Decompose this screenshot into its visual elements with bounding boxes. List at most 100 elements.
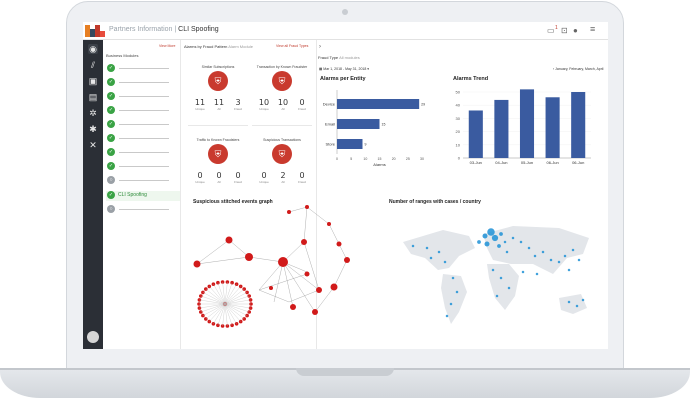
data-label: 29 bbox=[421, 103, 425, 107]
pending-icon: ○ bbox=[107, 176, 115, 184]
graph-edge bbox=[224, 303, 237, 324]
module-item[interactable]: ✓ bbox=[106, 120, 180, 129]
check-icon: ✓ bbox=[107, 120, 115, 128]
settings-icon[interactable]: ✱ bbox=[89, 124, 97, 134]
pending-icon: ○ bbox=[107, 205, 115, 213]
module-item[interactable]: ○ bbox=[106, 205, 180, 214]
modules-title: Business Modules bbox=[106, 53, 139, 58]
map-marker bbox=[533, 254, 537, 258]
gear-icon[interactable]: ✲ bbox=[89, 108, 97, 118]
stat-value: 3 bbox=[235, 98, 241, 107]
chevron-right-icon[interactable]: › bbox=[319, 44, 321, 50]
graph-edge bbox=[224, 281, 228, 305]
graph-edge bbox=[224, 284, 237, 305]
lock-icon[interactable]: ⊡ bbox=[561, 26, 568, 35]
alarms-per-entity-chart: Device 29 Email 15 Store 9 0 5 10 15 20 25 30 Alarms bbox=[323, 90, 425, 167]
module-item[interactable]: ✓ bbox=[106, 106, 180, 115]
tools-icon[interactable]: ✕ bbox=[89, 140, 97, 150]
bar-store bbox=[337, 139, 363, 149]
category-label: Device bbox=[323, 102, 336, 107]
user-avatar[interactable] bbox=[87, 331, 99, 343]
check-icon: ✓ bbox=[107, 191, 115, 199]
alarms-trend-title: Alarms Trend bbox=[453, 76, 489, 82]
card-stat: 2 All bbox=[275, 171, 291, 184]
breadcrumb-parent[interactable]: Partners Information bbox=[109, 26, 173, 33]
inbox-icon[interactable]: ▣ bbox=[88, 76, 98, 86]
eye-icon[interactable]: ◉ bbox=[88, 44, 98, 54]
map-marker bbox=[445, 314, 449, 318]
card-stat: 11 All bbox=[211, 98, 227, 111]
module-item[interactable]: ✓ bbox=[106, 134, 180, 143]
divider bbox=[188, 125, 248, 126]
range-selector[interactable]: ‹ January, February, March, April bbox=[553, 67, 604, 71]
map-marker bbox=[575, 304, 579, 308]
map-marker bbox=[571, 248, 575, 252]
fraud-card-known-fraudster[interactable]: Transaction by Known Fraudster ⛨ 10 Uniqu… bbox=[252, 65, 312, 127]
graph-edge bbox=[224, 299, 251, 305]
card-stat: 11 Unique bbox=[192, 98, 208, 111]
map-marker bbox=[499, 232, 503, 236]
card-stat: 0 Fraud bbox=[294, 171, 310, 184]
map-marker bbox=[449, 302, 453, 306]
graph-edge bbox=[213, 303, 226, 324]
fraud-card-similar-subscriptions[interactable]: Similar Subscriptions ⛨ 11 Unique 11 All 3… bbox=[188, 65, 248, 127]
map-marker bbox=[563, 254, 567, 258]
view-all-fraud-types-link[interactable]: View all Fraud Types bbox=[276, 44, 309, 48]
monitor-icon[interactable]: ▭ bbox=[547, 26, 555, 35]
card-stat: 0 Fraud bbox=[230, 171, 246, 184]
shield-icon: ⛨ bbox=[272, 71, 292, 91]
date-range-picker[interactable]: ▦ Mar 1, 2018 - May 31, 2018 ▾ bbox=[319, 67, 370, 71]
stat-label: Fraud bbox=[234, 180, 242, 184]
module-item[interactable]: ✓ bbox=[106, 64, 180, 73]
graph-edge bbox=[224, 303, 251, 309]
range-link-label: January, February, March, April bbox=[555, 67, 604, 71]
stat-label: Fraud bbox=[298, 107, 306, 111]
map-marker bbox=[557, 260, 561, 264]
chart-icon[interactable]: ⫽ bbox=[90, 60, 95, 70]
module-item[interactable]: ✓ bbox=[106, 148, 180, 157]
y-tick-label: 10 bbox=[456, 142, 461, 147]
card-stat: 3 Fraud bbox=[230, 98, 246, 111]
stat-label: Unique bbox=[195, 180, 205, 184]
check-icon: ✓ bbox=[107, 148, 115, 156]
shield-icon: ⛨ bbox=[272, 144, 292, 164]
fraud-pattern-panel: Alarms by Fraud Pattern Alarm Module Vie… bbox=[182, 40, 317, 349]
x-tick-label: 15 bbox=[378, 157, 382, 161]
business-modules-panel: View More Business Modules ✓ ✓ ✓ ✓ ✓ ✓ ✓… bbox=[104, 40, 181, 349]
x-axis-label: Alarms bbox=[373, 162, 385, 167]
map-marker bbox=[443, 260, 447, 264]
graph-node bbox=[248, 306, 253, 310]
graph-edge bbox=[205, 303, 226, 320]
module-label-placeholder bbox=[119, 82, 169, 83]
fraud-pattern-subtitle: Alarm Module bbox=[228, 44, 253, 49]
module-item[interactable]: ○ bbox=[106, 176, 180, 185]
graph-edge bbox=[224, 292, 248, 305]
module-item-cli-spoofing[interactable]: ✓ CLI Spoofing bbox=[106, 191, 180, 201]
shield-icon: ⛨ bbox=[208, 144, 228, 164]
fraud-type-filter[interactable]: Fraud Type All modules bbox=[318, 55, 360, 60]
report-icon[interactable]: ▤ bbox=[88, 92, 98, 102]
user-icon[interactable]: ● bbox=[573, 26, 578, 35]
map-marker bbox=[482, 233, 488, 239]
x-tick-label: 05-Jun bbox=[521, 160, 533, 165]
map-title: Number of ranges with cases / country bbox=[389, 199, 481, 205]
view-more-link[interactable]: View More bbox=[159, 44, 176, 48]
data-label: 15 bbox=[382, 123, 386, 127]
module-label-placeholder bbox=[119, 180, 169, 181]
divider bbox=[252, 125, 312, 126]
graph-edge bbox=[209, 303, 226, 322]
module-item[interactable]: ✓ bbox=[106, 78, 180, 87]
graph-edge bbox=[199, 303, 226, 309]
hamburger-menu-icon[interactable]: ≡ bbox=[590, 24, 596, 34]
stat-value: 11 bbox=[194, 98, 206, 107]
card-stat: 10 Unique bbox=[256, 98, 272, 111]
fraud-card-suspicious-transactions[interactable]: Suspicious Transactions ⛨ 0 Unique 2 All 0… bbox=[252, 138, 312, 200]
module-item[interactable]: ✓ bbox=[106, 92, 180, 101]
module-item[interactable]: ✓ bbox=[106, 162, 180, 171]
graph-edge bbox=[224, 303, 250, 313]
stat-value: 0 bbox=[261, 171, 267, 180]
graph-node bbox=[197, 306, 202, 310]
card-stat: 0 All bbox=[211, 171, 227, 184]
graph-node bbox=[242, 317, 246, 321]
